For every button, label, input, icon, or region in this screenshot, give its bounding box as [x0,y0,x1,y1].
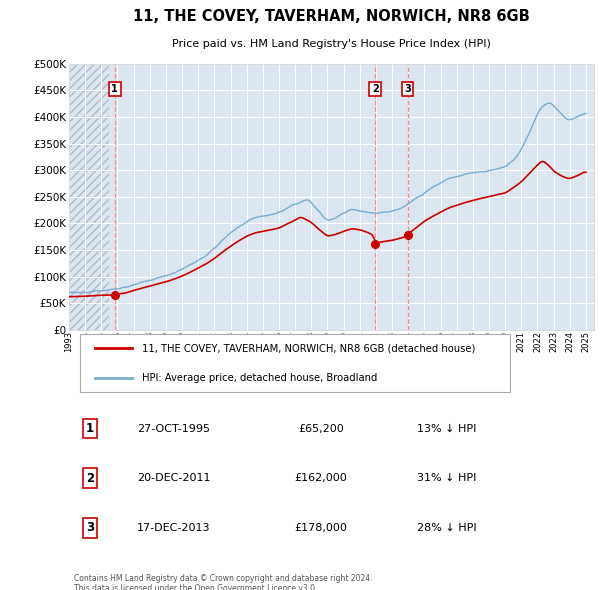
Text: 1: 1 [112,84,118,94]
FancyBboxPatch shape [79,334,510,392]
Text: £178,000: £178,000 [295,523,347,533]
Text: 17-DEC-2013: 17-DEC-2013 [137,523,211,533]
Text: 20-DEC-2011: 20-DEC-2011 [137,473,211,483]
Text: £65,200: £65,200 [298,424,344,434]
Text: 31% ↓ HPI: 31% ↓ HPI [418,473,476,483]
Text: 13% ↓ HPI: 13% ↓ HPI [418,424,476,434]
Text: 27-OCT-1995: 27-OCT-1995 [137,424,211,434]
Text: 11, THE COVEY, TAVERHAM, NORWICH, NR8 6GB (detached house): 11, THE COVEY, TAVERHAM, NORWICH, NR8 6G… [143,343,476,353]
Text: £162,000: £162,000 [295,473,347,483]
Text: HPI: Average price, detached house, Broadland: HPI: Average price, detached house, Broa… [143,373,378,383]
Bar [69,64,109,330]
Text: Price paid vs. HM Land Registry's House Price Index (HPI): Price paid vs. HM Land Registry's House … [172,39,491,49]
Text: 11, THE COVEY, TAVERHAM, NORWICH, NR8 6GB: 11, THE COVEY, TAVERHAM, NORWICH, NR8 6G… [133,9,530,24]
Text: 3: 3 [404,84,411,94]
Text: Contains HM Land Registry data © Crown copyright and database right 2024.
This d: Contains HM Land Registry data © Crown c… [74,573,373,590]
Text: 28% ↓ HPI: 28% ↓ HPI [417,523,477,533]
Text: 1: 1 [86,422,94,435]
Text: 3: 3 [86,522,94,535]
Text: 2: 2 [372,84,379,94]
Text: 2: 2 [86,472,94,485]
